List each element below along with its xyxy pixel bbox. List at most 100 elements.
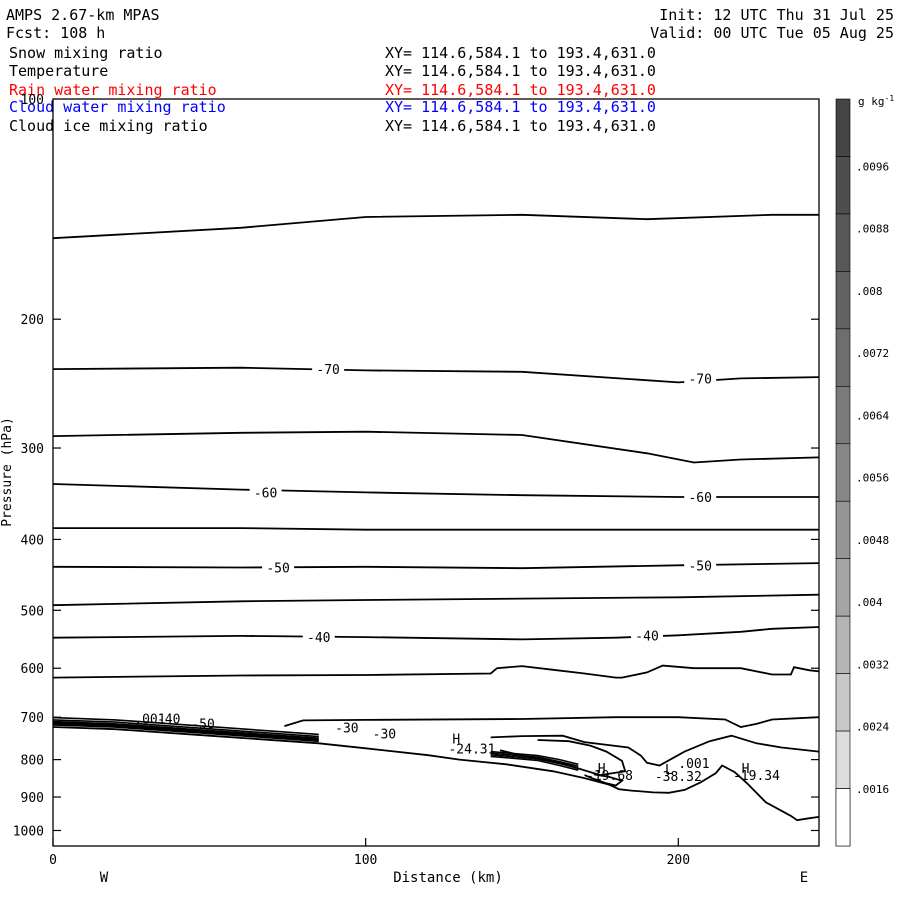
colorbar-label: .0016 (856, 783, 889, 796)
isotherm-line-8 (52, 664, 820, 679)
colorbar-label: .0096 (856, 160, 889, 173)
field-xy-cloud-ice: XY= 114.6,584.1 to 193.4,631.0 (385, 117, 656, 135)
y-axis-title: Pressure (hPa) (0, 417, 15, 527)
field-name-snow: Snow mixing ratio (9, 44, 163, 62)
annotation-label: -19.68 (586, 769, 633, 784)
isotherm-line-12 (584, 773, 624, 787)
colorbar-swatch (835, 443, 851, 502)
isotherm-line-2 (52, 430, 820, 464)
surface-streak-2 (52, 719, 319, 738)
colorbar-swatch (835, 730, 851, 789)
annotation-label: -30 (373, 727, 396, 742)
contour-label-bg (312, 362, 345, 377)
annotation-label: -40 (157, 712, 180, 727)
contour-label: -50 (266, 562, 289, 577)
colorbar-swatch (835, 615, 851, 674)
contour-label-bg (249, 485, 282, 500)
annotation-label: H (742, 762, 750, 777)
annotation-label: .001 (678, 757, 709, 772)
y-tick-label: 700 (21, 711, 44, 726)
isotherm-layer: -70 -70 -60 -60 -50 -50 -40 -40 (52, 213, 820, 787)
annotation-label: H (598, 762, 606, 777)
field-name-temperature: Temperature (9, 62, 109, 80)
field-xy-rain: XY= 114.6,584.1 to 193.4,631.0 (385, 81, 656, 99)
isotherm-line-7 (52, 626, 820, 641)
slope-contour-3 (490, 755, 579, 771)
isotherm-line-4 (53, 527, 819, 531)
colorbar-swatch (835, 98, 851, 157)
field-name-cloud-ice: Cloud ice mixing ratio (9, 117, 208, 135)
colorbar-swatch-empty (835, 788, 851, 847)
colorbar-swatch (835, 156, 851, 215)
annotation-label: .001 (134, 712, 165, 727)
x-end-left: W (100, 870, 109, 886)
colorbar-label: .0032 (856, 658, 889, 671)
model-title: AMPS 2.67-km MPAS (6, 6, 160, 24)
y-tick-label-top: 100 (21, 93, 44, 108)
annotation-label: -38.32 (655, 770, 702, 785)
y-tick-label: 1000 (13, 825, 44, 840)
colorbar-swatch (835, 271, 851, 330)
colorbar-label: .0064 (856, 409, 889, 422)
colorbar-label: .004 (856, 596, 883, 609)
terrain-line (52, 726, 820, 822)
contour-label: -50 (688, 559, 711, 574)
annotation-label: -24.31 (448, 743, 495, 758)
y-tick-label: 600 (21, 662, 44, 677)
contour-label: -40 (635, 629, 658, 644)
y-tick-label: 400 (21, 533, 44, 548)
x-axis-title: Distance (km) (393, 870, 503, 886)
colorbar-swatch (835, 673, 851, 732)
x-tick-label: 100 (354, 853, 377, 868)
contour-label-bg (302, 630, 335, 645)
annotation-label: -50 (191, 717, 214, 732)
colorbar-label: .008 (856, 285, 883, 298)
contour-label-bg (684, 558, 717, 573)
annotation-label: -19.34 (733, 769, 780, 784)
axes-layer: 0 100 200 200 300 400 500 600 700 800 900 1000 100 (13, 93, 819, 868)
field-xy-cloud-water: XY= 114.6,584.1 to 193.4,631.0 (385, 98, 656, 116)
x-end-right: E (800, 870, 808, 886)
init-time: Init: 12 UTC Thu 31 Jul 25 (659, 6, 894, 24)
colorbar-swatch (835, 558, 851, 617)
colorbar-swatch (835, 500, 851, 559)
field-name-cloud-water: Cloud water mixing ratio (9, 98, 226, 116)
contour-label-bg (631, 628, 664, 643)
contour-label-bg (684, 371, 717, 386)
y-tick-label: 200 (21, 313, 44, 328)
surface-streak-3 (52, 716, 319, 736)
contour-label: -70 (316, 363, 339, 378)
isotherm-line-1 (52, 366, 820, 384)
isotherm-line-6 (52, 593, 820, 607)
annotation-label: H (452, 733, 460, 748)
colorbar-swatch (835, 386, 851, 445)
surface-streak-1 (52, 720, 319, 740)
field-xy-snow: XY= 114.6,584.1 to 193.4,631.0 (385, 44, 656, 62)
y-tick-label: 900 (21, 791, 44, 806)
y-tick-label: 300 (21, 442, 44, 457)
contour-label: -40 (307, 631, 330, 646)
field-xy-temperature: XY= 114.6,584.1 to 193.4,631.0 (385, 62, 656, 80)
isotherm-line-0 (52, 213, 819, 240)
colorbar: .0096 .0088 .008 .0072 .0064 .0056 .0048 .004 .0… (835, 98, 889, 847)
y-tick-label: 500 (21, 604, 44, 619)
colorbar-swatch (835, 328, 851, 387)
field-name-rain: Rain water mixing ratio (9, 81, 217, 99)
contour-label: -60 (688, 491, 711, 506)
surface-streak-0 (52, 723, 319, 743)
y-tick-label: 800 (21, 754, 44, 769)
colorbar-label: .0072 (856, 347, 889, 360)
slope-contour-2 (490, 754, 579, 769)
slope-contour-0 (490, 750, 579, 766)
x-tick-label: 200 (667, 853, 690, 868)
annotation-layer: H-24.31H-19.68 L-38.32.001 H-19.34-30 -30-5… (134, 712, 780, 785)
annotation-label: -30 (335, 722, 358, 737)
x-tick-label: 0 (49, 853, 57, 868)
isotherm-line-10 (490, 734, 820, 767)
plot-frame (52, 98, 820, 847)
contour-label: -60 (254, 486, 277, 501)
slope-contour-1 (490, 752, 579, 768)
annotation-label: L (665, 763, 673, 778)
colorbar-label: .0048 (856, 534, 889, 547)
